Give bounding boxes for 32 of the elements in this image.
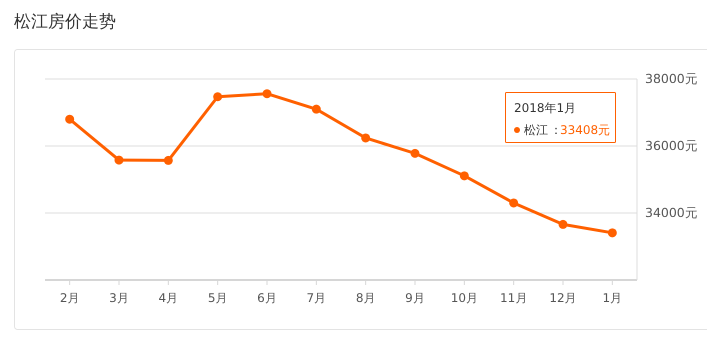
point (460, 171, 469, 180)
y-tick-label: 38000元 (645, 71, 698, 86)
point (65, 114, 74, 124)
point (213, 92, 222, 102)
x-tick-label: 10月 (450, 291, 478, 305)
x-tick-label: 5月 (208, 291, 228, 305)
legend-label: 松江 (524, 123, 548, 137)
x-tick-label: 2月 (60, 291, 80, 305)
point (312, 104, 321, 114)
x-tick-label: 4月 (158, 291, 178, 305)
annotation: 33408元 (560, 123, 610, 137)
y-tick-label: 34000元 (645, 205, 698, 220)
point (410, 148, 420, 158)
x-tick-label: 6月 (257, 291, 277, 305)
point (558, 220, 568, 229)
x-tick-label: 1月 (602, 291, 622, 305)
annotation: 2018年1月 (514, 101, 576, 115)
x-tick-label: 3月 (109, 291, 129, 305)
point (164, 156, 173, 165)
x-tick-label: 8月 (356, 291, 376, 305)
x-tick-label: 7月 (306, 291, 326, 305)
x-tick-label: 9月 (405, 291, 425, 305)
point (509, 198, 518, 208)
point (608, 228, 617, 238)
point (361, 133, 370, 142)
y-tick-label: 36000元 (645, 138, 698, 153)
annotation: ： (550, 123, 562, 137)
chart-title: 松江房价走势 (14, 12, 116, 32)
point (114, 156, 124, 165)
x-tick-label: 11月 (500, 291, 528, 305)
x-tick-label: 12月 (549, 291, 577, 305)
point (262, 89, 272, 98)
